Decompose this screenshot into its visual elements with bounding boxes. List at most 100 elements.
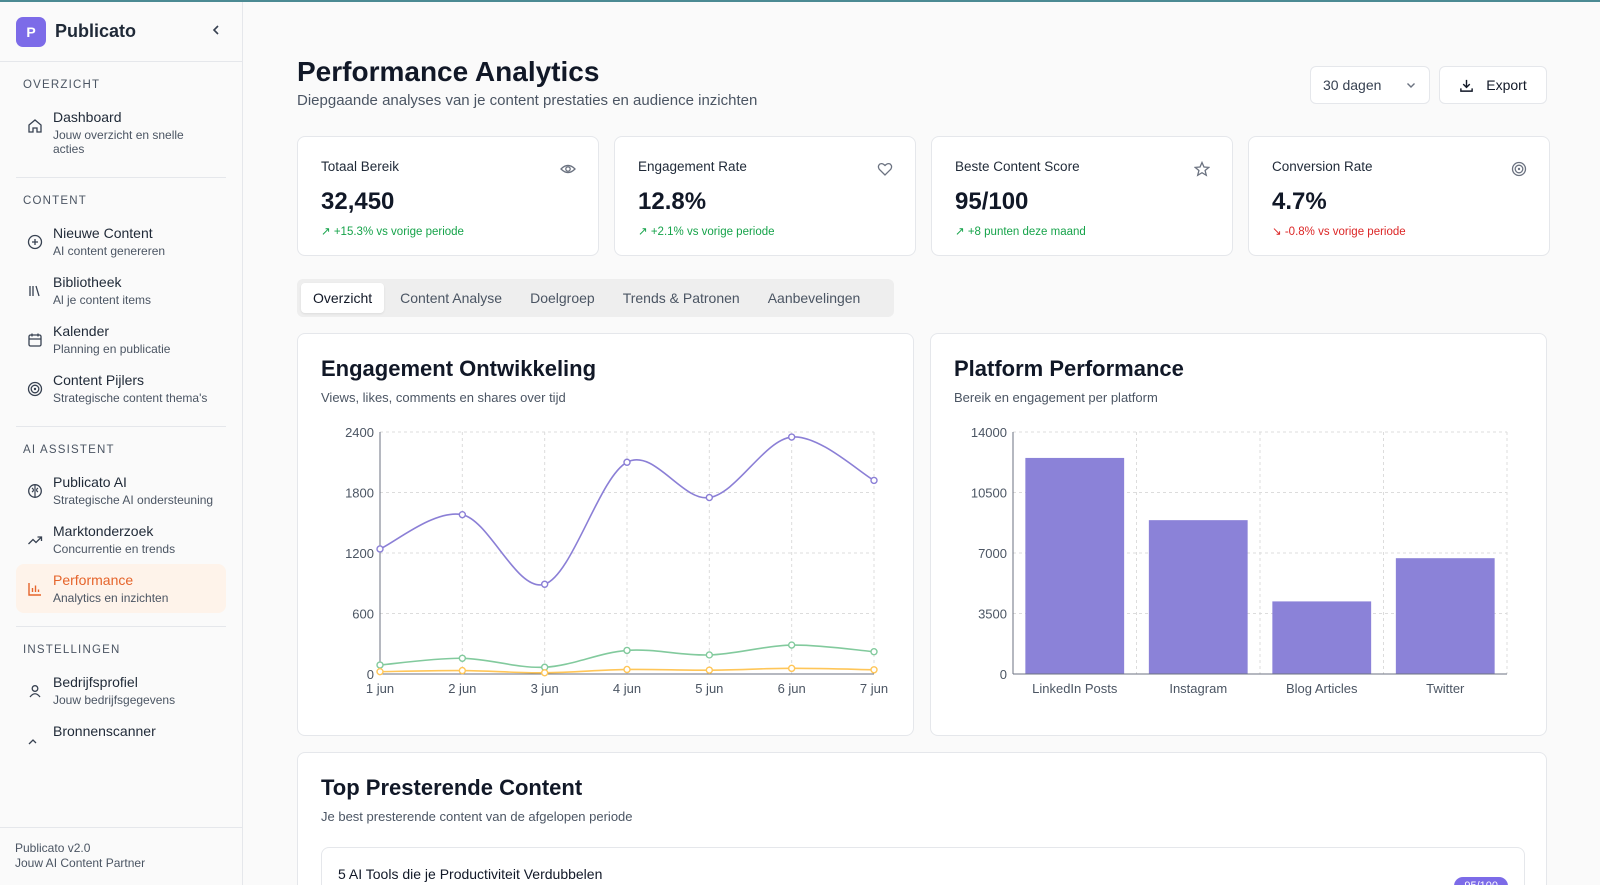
top-content-card: Top Presterende Content Je best prestere… [297, 752, 1547, 885]
tab-overzicht[interactable]: Overzicht [301, 283, 385, 313]
tab-trends-patronen[interactable]: Trends & Patronen [622, 290, 740, 306]
sidebar-item-label: Nieuwe Content [53, 225, 153, 241]
kpi-change-text: +8 punten deze maand [967, 226, 1086, 238]
x-tick-label: 7 jun [860, 681, 888, 696]
kpi-change: ↗ +2.1% vs vorige periode [638, 224, 892, 238]
data-point [705, 651, 714, 659]
sidebar-footer: Publicato v2.0 Jouw AI Content Partner [0, 827, 242, 885]
content-item-title: 5 AI Tools die je Productiviteit Verdubb… [338, 866, 603, 882]
main-content: Performance Analytics Diepgaande analyse… [244, 2, 1600, 885]
y-tick-label: 3500 [978, 607, 1007, 622]
chevron-left-icon[interactable] [206, 23, 226, 41]
card-subtitle: Bereik en engagement per platform [954, 390, 1158, 405]
sidebar-item-dashboard[interactable]: Dashboard Jouw overzicht en snelle acties [0, 101, 226, 164]
data-point [705, 493, 714, 502]
user-icon [29, 685, 41, 698]
kpi-value: 32,450 [321, 188, 395, 215]
trend-icon [28, 536, 43, 545]
y-tick-label: 0 [1000, 667, 1007, 682]
y-tick-label: 14000 [971, 425, 1007, 440]
plus-circle-icon [27, 234, 43, 250]
brand: P Publicato [0, 2, 242, 62]
sidebar-item-kalender[interactable]: Kalender Planning en publicatie [0, 315, 226, 364]
sidebar-item-sub: Jouw overzicht en snelle acties [53, 128, 184, 156]
sidebar-item-publicato-ai[interactable]: Publicato AI Strategische AI ondersteunin… [0, 466, 226, 515]
bar [1148, 520, 1248, 674]
page-title: Performance Analytics [297, 56, 600, 87]
trend-up-icon: ↗ [638, 226, 651, 238]
data-point [458, 510, 467, 519]
x-tick-label: Blog Articles [1286, 681, 1358, 696]
platform-chart-card: Platform Performance Bereik en engagemen… [930, 333, 1547, 736]
period-select[interactable]: 30 dagen [1310, 66, 1430, 104]
x-tick-label: Twitter [1426, 681, 1465, 696]
trend-up-icon: ↗ [955, 226, 968, 238]
x-tick-label: LinkedIn Posts [1032, 681, 1118, 696]
content-item[interactable]: 5 AI Tools die je Productiviteit Verdubb… [321, 847, 1525, 885]
card-subtitle: Je best presterende content van de afgel… [321, 809, 633, 824]
kpi-change: ↗ +8 punten deze maand [955, 224, 1209, 238]
score-badge: 95/100 [1454, 877, 1508, 885]
data-point [376, 661, 384, 669]
sidebar-item-performance[interactable]: Performance Analytics en inzichten [16, 564, 226, 613]
kpi-change-text: -0.8% vs vorige periode [1284, 226, 1406, 238]
sidebar-item-sub: Strategische AI ondersteuning [53, 493, 214, 507]
section-title: CONTENT [23, 195, 87, 207]
y-tick-label: 1800 [345, 486, 374, 501]
sidebar-item-label: Publicato AI [53, 474, 127, 490]
card-subtitle: Views, likes, comments en shares over ti… [321, 390, 566, 405]
data-point [540, 580, 549, 588]
data-point [787, 433, 796, 441]
data-point [376, 667, 384, 676]
sidebar-item-bedrijfsprofiel[interactable]: Bedrijfsprofiel Jouw bedrijfsgegevens [0, 666, 226, 715]
tab-aanbevelingen[interactable]: Aanbevelingen [767, 290, 861, 306]
y-tick-label: 600 [352, 607, 374, 622]
heart-icon [877, 162, 893, 176]
engagement-chart-card: Engagement Ontwikkeling Views, likes, co… [297, 333, 914, 736]
tab-content-analyse[interactable]: Content Analyse [400, 290, 503, 306]
divider [16, 626, 226, 627]
data-point [623, 665, 631, 674]
data-point [870, 476, 878, 485]
sidebar-item-nieuwe-content[interactable]: Nieuwe Content AI content genereren [0, 217, 226, 266]
sidebar-item-label: Performance [53, 572, 134, 588]
card-title: Platform Performance [954, 356, 1184, 381]
kpi-card-conversion-rate: Conversion Rate 4.7% ↘ -0.8% vs vorige p… [1248, 136, 1550, 256]
divider [16, 426, 226, 427]
trend-up-icon: ↗ [321, 226, 334, 238]
sidebar-item-bronnenscanner[interactable]: Bronnenscanner [0, 715, 226, 756]
kpi-label: Engagement Rate [638, 159, 747, 174]
data-point [623, 646, 631, 655]
card-title: Engagement Ontwikkeling [321, 356, 597, 381]
kpi-card-beste-content-score: Beste Content Score 95/100 ↗ +8 punten d… [931, 136, 1233, 256]
page-subtitle: Diepgaande analyses van je content prest… [297, 92, 758, 109]
download-icon [1460, 79, 1474, 92]
y-tick-label: 1200 [345, 546, 374, 561]
period-select-value: 30 dagen [1323, 77, 1382, 93]
home-icon [28, 119, 42, 133]
kpi-value: 4.7% [1272, 188, 1327, 215]
kpi-label: Totaal Bereik [321, 159, 400, 174]
section-title: INSTELLINGEN [23, 644, 121, 656]
data-point [787, 664, 796, 673]
library-icon [29, 285, 40, 297]
y-tick-label: 2400 [345, 425, 374, 440]
sidebar-item-bibliotheek[interactable]: Bibliotheek Al je content items [0, 266, 226, 315]
y-tick-label: 10500 [971, 486, 1007, 501]
sidebar-item-marktonderzoek[interactable]: Marktonderzoek Concurrentie en trends [0, 515, 226, 564]
kpi-change-text: +15.3% vs vorige periode [333, 226, 464, 238]
export-button[interactable]: Export [1439, 66, 1547, 104]
sidebar-item-content-pijlers[interactable]: Content Pijlers Strategische content them… [0, 364, 226, 413]
kpi-value: 12.8% [638, 188, 707, 215]
data-point [458, 666, 467, 675]
data-point [870, 648, 878, 656]
app-version: Publicato v2.0 [15, 841, 91, 855]
data-point [870, 666, 878, 674]
x-tick-label: 4 jun [613, 681, 641, 696]
analytics-tabs: Overzicht Content Analyse Doelgroep Tren… [297, 279, 894, 317]
data-point [705, 666, 714, 674]
divider [16, 177, 226, 178]
kpi-change-text: +2.1% vs vorige periode [650, 226, 775, 238]
tab-doelgroep[interactable]: Doelgroep [530, 290, 595, 306]
kpi-change: ↗ +15.3% vs vorige periode [321, 224, 575, 238]
